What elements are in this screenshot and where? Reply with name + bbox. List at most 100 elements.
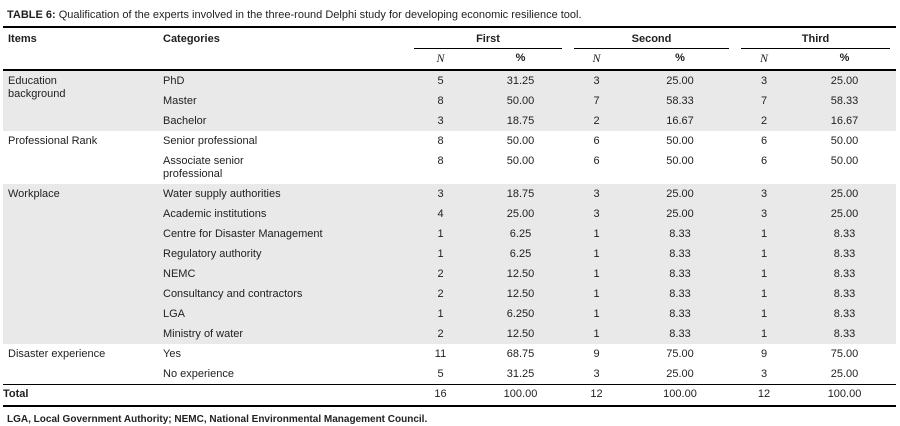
value-cell: 1 (568, 324, 625, 344)
group-label-third: Third (741, 28, 891, 49)
value-cell: 8 (437, 135, 444, 147)
category-cell: Water supply authorities (163, 184, 408, 204)
category-cell: Yes (163, 348, 181, 360)
table-row: Bachelor 3 18.75 2 16.67 2 16.67 (3, 111, 897, 131)
subheader-pct-first: % (515, 52, 526, 64)
value-cell: 7 (568, 91, 625, 111)
table-row: Ministry of water 2 12.50 1 8.33 1 8.33 (3, 324, 897, 344)
value-cell: 6.25 (473, 244, 568, 264)
value-cell: 16.67 (793, 111, 897, 131)
value-cell: 1 (735, 304, 794, 324)
group-label-first: First (414, 28, 562, 49)
value-cell: 12.50 (473, 324, 568, 344)
value-cell: 2 (735, 111, 794, 131)
total-value-cell: 100.00 (827, 388, 862, 400)
value-cell: 50.00 (830, 135, 859, 147)
item-cell: Professional Rank (8, 135, 98, 147)
col-group-second: Second (568, 28, 735, 49)
category-cell: Consultancy and contractors (163, 284, 408, 304)
value-cell: 1 (735, 284, 794, 304)
total-value-cell: 16 (434, 388, 447, 400)
value-cell: 11 (434, 348, 447, 360)
value-cell: 7 (735, 91, 794, 111)
subheader-pct-second: % (675, 52, 685, 64)
value-cell: 3 (593, 368, 600, 380)
value-cell: 8.33 (625, 324, 736, 344)
group-label-second: Second (574, 28, 730, 49)
category-cell: Centre for Disaster Management (163, 224, 408, 244)
value-cell: 1 (735, 224, 794, 244)
table-row: Professional Rank Senior professional 8 50.… (3, 131, 896, 151)
table-row: Education background PhD 5 31.25 3 25.00 3 25.0… (3, 70, 897, 131)
value-cell: 6 (593, 155, 600, 167)
table-header: Items Categories First Second Third N % … (3, 28, 897, 70)
value-cell: 8.33 (793, 324, 897, 344)
value-cell: 2 (408, 264, 473, 284)
category-cell: No experience (163, 368, 234, 380)
value-cell: 50.00 (666, 155, 694, 167)
value-cell: 58.33 (625, 91, 736, 111)
value-cell: 5 (437, 368, 444, 380)
total-value-cell: 12 (590, 388, 603, 400)
value-cell: 3 (568, 70, 625, 91)
value-cell: 6 (593, 135, 600, 147)
value-cell: 18.75 (473, 111, 568, 131)
value-cell: 31.25 (473, 70, 568, 91)
value-cell: 1 (408, 244, 473, 264)
col-group-third: Third (735, 28, 896, 49)
total-value-cell: 12 (757, 388, 771, 400)
value-cell: 8.33 (793, 244, 897, 264)
value-cell: 50.00 (830, 155, 859, 167)
value-cell: 1 (408, 304, 473, 324)
value-cell: 8.33 (625, 264, 736, 284)
value-cell: 25.00 (625, 184, 736, 204)
category-cell: PhD (163, 70, 408, 91)
category-cell: Ministry of water (163, 324, 408, 344)
table-row: Consultancy and contractors 2 12.50 1 8.33 1 8… (3, 284, 897, 304)
col-header-categories: Categories (163, 33, 220, 45)
category-cell: Regulatory authority (163, 244, 408, 264)
value-cell: 9 (593, 348, 600, 360)
col-group-first: First (408, 28, 568, 49)
value-cell: 8.33 (793, 224, 897, 244)
category-cell: Senior professional (163, 135, 258, 147)
value-cell: 50.00 (506, 135, 535, 147)
table-footnote: LGA, Local Government Authority; NEMC, N… (7, 414, 428, 425)
item-cell: Disaster experience (8, 348, 106, 360)
table-row: LGA 1 6.250 1 8.33 1 8.33 (3, 304, 897, 324)
table-row: Disaster experience Yes 11 68.75 9 75.00 9 75.0… (3, 344, 896, 364)
value-cell: 12.50 (473, 264, 568, 284)
value-cell: 6 (760, 155, 768, 167)
table-row: Academic institutions 4 25.00 3 25.00 3 25.00 (3, 204, 897, 224)
value-cell: 3 (568, 184, 625, 204)
value-cell: 25.00 (793, 184, 897, 204)
value-cell: 3 (408, 184, 473, 204)
total-empty-cell (163, 385, 408, 407)
table-title: TABLE 6: Qualification of the experts in… (3, 7, 896, 28)
value-cell: 25.00 (793, 204, 897, 224)
table-row: Associate senior professional 8 50.00 6 50.0… (3, 151, 896, 184)
table-row: Regulatory authority 1 6.25 1 8.33 1 8.33 (3, 244, 897, 264)
value-cell: 8.33 (625, 304, 736, 324)
value-cell: 1 (568, 244, 625, 264)
value-cell: 75.00 (666, 348, 694, 360)
value-cell: 2 (408, 284, 473, 304)
subheader-n-second: N (592, 51, 601, 65)
value-cell: 25.00 (830, 368, 859, 380)
value-cell: 1 (568, 224, 625, 244)
table-row: NEMC 2 12.50 1 8.33 1 8.33 (3, 264, 897, 284)
table-row: No experience 5 31.25 3 25.00 3 25.00 (3, 364, 896, 385)
table-caption-text: Qualification of the experts involved in… (58, 9, 582, 21)
table-row: Centre for Disaster Management 1 6.25 1 8.33… (3, 224, 897, 244)
value-cell: 50.00 (666, 135, 694, 147)
table-body: Education background PhD 5 31.25 3 25.00 3 25.0… (3, 70, 897, 407)
item-cell: Workplace (3, 184, 163, 344)
value-cell: 3 (408, 111, 473, 131)
value-cell: 3 (735, 70, 794, 91)
value-cell: 25.00 (625, 204, 736, 224)
value-cell: 1 (735, 324, 794, 344)
total-row: Total 16 100.00 12 100.00 12 100.00 (3, 384, 897, 407)
value-cell: 8.33 (793, 264, 897, 284)
table-row: Master 8 50.00 7 58.33 7 58.33 (3, 91, 897, 111)
